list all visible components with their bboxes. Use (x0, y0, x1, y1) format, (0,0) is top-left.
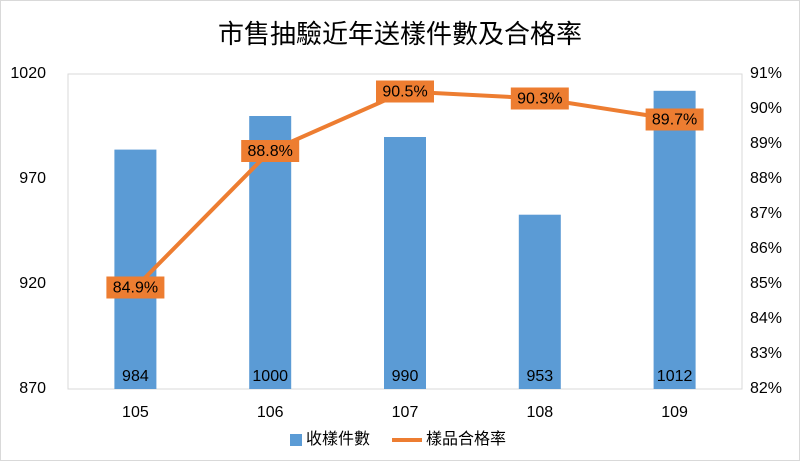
bar-value-label: 953 (526, 368, 553, 385)
data-label-box (645, 108, 704, 131)
chart-title: 市售抽驗近年送樣件數及合格率 (218, 19, 582, 49)
bar-value-label: 1000 (252, 368, 288, 385)
y-tick-label: 920 (19, 275, 46, 292)
y-tick-label: 970 (19, 170, 46, 187)
bar (653, 90, 696, 390)
x-tick-label: 105 (122, 404, 149, 421)
y2-tick-label: 85% (750, 275, 782, 292)
data-label-box (241, 140, 300, 162)
data-label-box (106, 276, 165, 299)
bar-value-label: 1012 (657, 368, 693, 385)
x-tick-label: 106 (257, 404, 284, 421)
line-value-label: 88.8% (248, 143, 293, 160)
y-tick-label: 1020 (10, 65, 46, 82)
y-tick-label: 870 (19, 380, 46, 397)
legend-swatch (290, 434, 302, 446)
bar-value-label: 984 (122, 368, 149, 385)
y2-tick-label: 86% (750, 240, 782, 257)
y2-tick-label: 87% (750, 205, 782, 222)
legend-label: 收樣件數 (306, 430, 370, 448)
line-value-label: 90.5% (382, 84, 427, 101)
data-label-box (376, 80, 434, 103)
bar (384, 137, 426, 389)
bar-value-label: 990 (392, 368, 419, 385)
bar (518, 214, 561, 389)
y2-tick-label: 90% (750, 100, 782, 117)
line-value-label: 89.7% (652, 112, 697, 129)
data-label-box (510, 87, 569, 110)
legend-label: 樣品合格率 (426, 430, 506, 448)
x-tick-label: 109 (661, 404, 688, 421)
y2-tick-label: 83% (750, 345, 782, 362)
line-value-label: 90.3% (517, 91, 562, 108)
y2-tick-label: 84% (750, 310, 782, 327)
x-tick-label: 108 (526, 404, 553, 421)
y2-tick-label: 91% (750, 65, 782, 82)
y2-tick-label: 89% (750, 135, 782, 152)
y2-tick-label: 88% (750, 170, 782, 187)
bar (114, 149, 157, 389)
line-value-label: 84.9% (113, 280, 158, 297)
y2-tick-label: 82% (750, 380, 782, 397)
x-tick-label: 107 (392, 404, 419, 421)
